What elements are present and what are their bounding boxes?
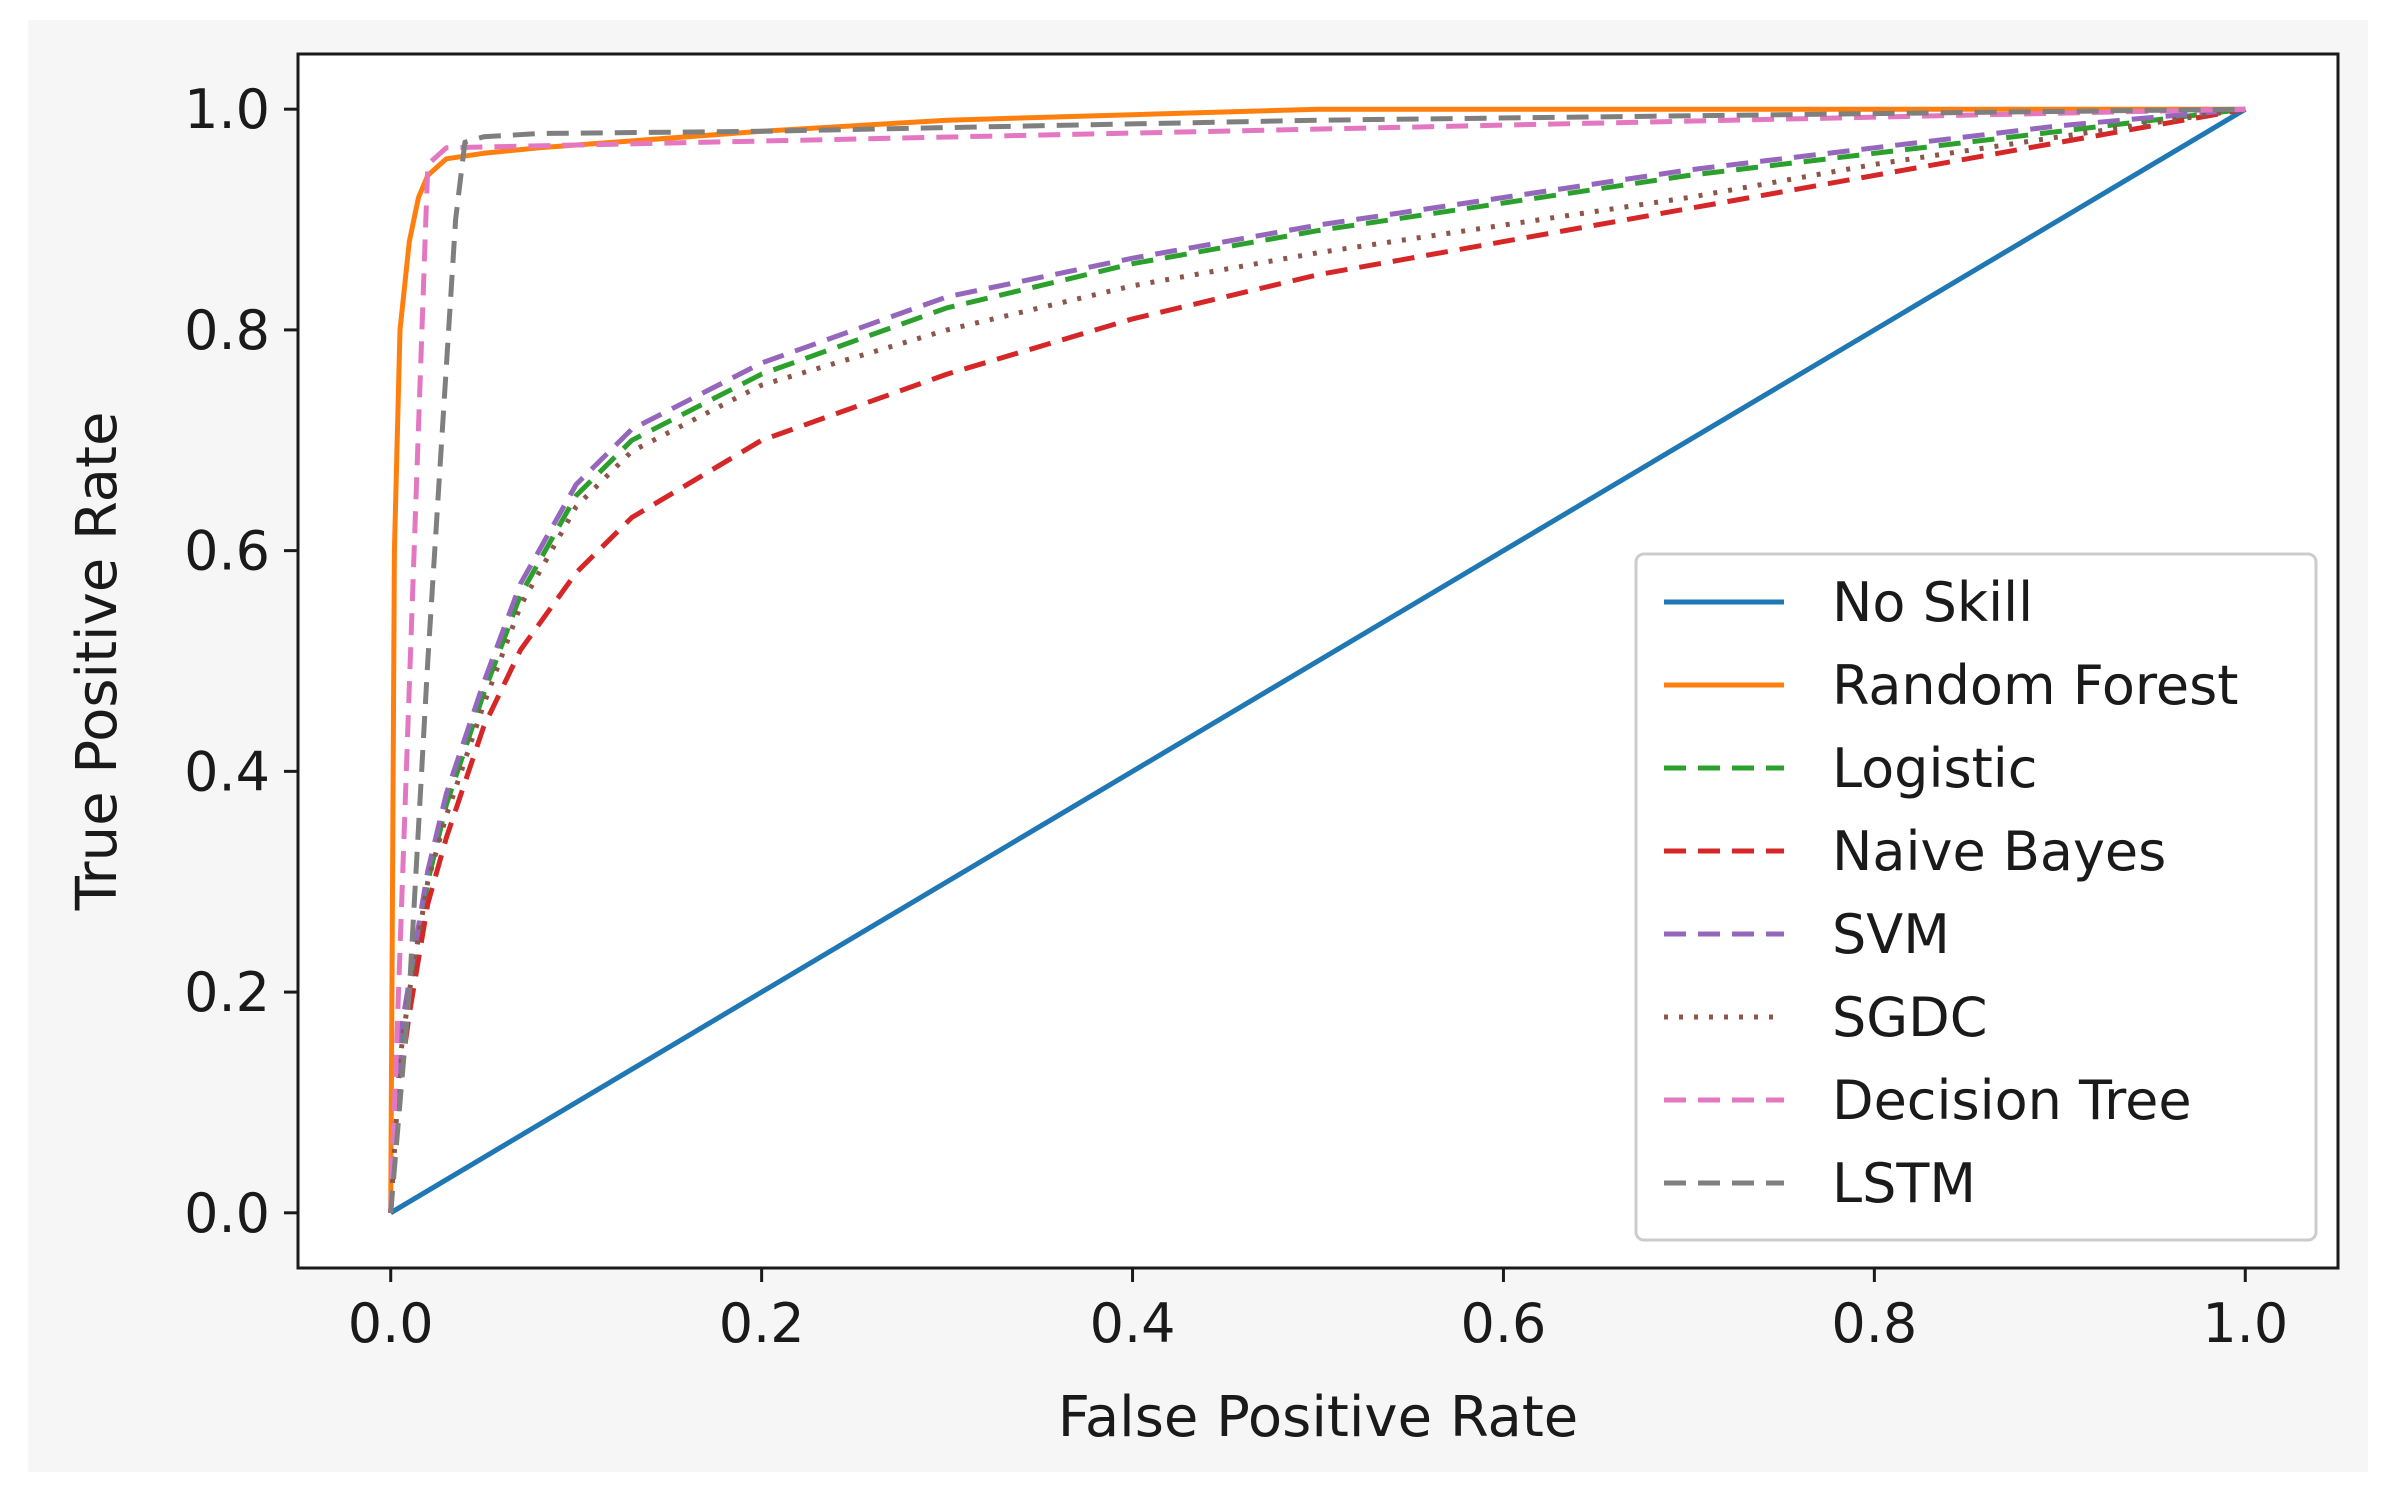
legend-label-svm: SVM	[1832, 903, 1950, 966]
x-tick-label: 0.0	[348, 1292, 434, 1355]
x-tick-label: 0.8	[1831, 1292, 1917, 1355]
x-axis-label: False Positive Rate	[1058, 1385, 1578, 1450]
figure: 0.0 0.2 0.4 0.6 0.8 1.0 0.0 0.2 0.4 0.6 0.8 1.0 Fa…	[28, 20, 2368, 1472]
x-tick-label: 1.0	[2202, 1292, 2288, 1355]
legend-box	[1634, 552, 2318, 1242]
y-tick-label: 0.0	[184, 1182, 270, 1245]
y-tick-label: 0.8	[184, 299, 270, 362]
roc-chart: 0.0 0.2 0.4 0.6 0.8 1.0 0.0 0.2 0.4 0.6 0.8 1.0 Fa…	[65, 52, 2340, 1450]
series-line-naive-bayes	[388, 106, 2246, 1213]
series-line-svm	[388, 106, 2246, 1213]
legend-label-no-skill: No Skill	[1832, 571, 2033, 634]
legend-label-random-forest: Random Forest	[1832, 654, 2238, 717]
y-tick-label: 0.4	[184, 740, 270, 803]
x-tick-label: 0.2	[719, 1292, 805, 1355]
series-line-lstm	[388, 106, 2246, 1214]
y-axis-label: True Positive Rate	[65, 412, 130, 912]
y-tick-label: 0.6	[184, 520, 270, 583]
x-ticks: 0.0 0.2 0.4 0.6 0.8 1.0	[348, 1268, 2288, 1355]
legend-items: No Skill Random Forest Logistic Naive Bayes…	[1664, 571, 2238, 1215]
legend-label-decision-tree: Decision Tree	[1832, 1069, 2192, 1132]
series-line-random-forest	[388, 106, 2246, 1213]
series-layer	[388, 106, 2247, 1215]
series-line-no-skill	[389, 107, 2247, 1215]
legend-label-naive-bayes: Naive Bayes	[1832, 820, 2166, 883]
legend-label-logistic: Logistic	[1832, 737, 2037, 800]
legend-label-lstm: LSTM	[1832, 1152, 1976, 1215]
y-tick-label: 0.2	[184, 961, 270, 1024]
y-ticks: 0.0 0.2 0.4 0.6 0.8 1.0	[184, 78, 298, 1245]
x-tick-label: 0.6	[1461, 1292, 1547, 1355]
legend: No Skill Random Forest Logistic Naive Bayes…	[1634, 552, 2318, 1242]
series-line-decision-tree	[388, 106, 2246, 1213]
y-tick-label: 1.0	[184, 78, 270, 141]
legend-label-sgdc: SGDC	[1832, 986, 1987, 1049]
x-tick-label: 0.4	[1090, 1292, 1176, 1355]
